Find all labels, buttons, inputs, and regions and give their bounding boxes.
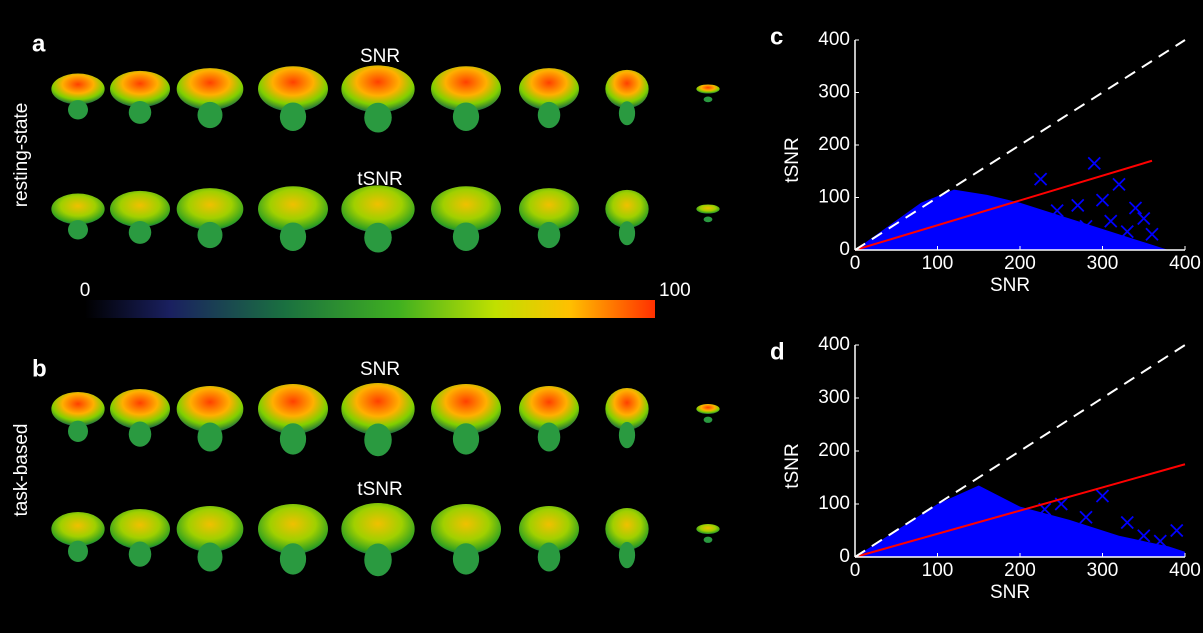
map-title: SNR (360, 46, 400, 67)
brain-stem (129, 101, 152, 124)
brain-slice (51, 194, 104, 225)
brain-stem (364, 103, 392, 133)
brain-stem (704, 537, 713, 543)
brain-stem (453, 423, 479, 454)
y-tick-label: 300 (818, 82, 850, 103)
point-cloud (855, 190, 1169, 250)
row-label: resting-state (11, 103, 32, 208)
panel-label: b (32, 355, 47, 382)
scatter-point (1171, 525, 1183, 537)
brain-stem (704, 216, 713, 222)
map-title: tSNR (357, 479, 402, 500)
brain-stem (704, 96, 713, 102)
brain-slice (51, 74, 104, 105)
x-tick-label: 0 (850, 560, 861, 581)
panel-label: c (770, 23, 783, 50)
brain-stem (619, 101, 635, 125)
y-tick-label: 100 (818, 493, 850, 514)
y-tick-label: 0 (839, 546, 850, 567)
brain-stem (280, 222, 306, 251)
point-cloud (855, 485, 1185, 557)
brain-stem (198, 543, 223, 572)
brain-stem (198, 222, 223, 248)
panel-label: d (770, 338, 785, 365)
brain-stem (198, 102, 223, 128)
brain-slice (696, 204, 719, 213)
brain-stem (538, 102, 561, 128)
brain-stem (619, 221, 635, 245)
scatter-point (1080, 511, 1092, 523)
y-axis-label: tSNR (782, 443, 803, 488)
scatter-point (1113, 178, 1125, 190)
scatter-point (1130, 202, 1142, 214)
scatter-point (1121, 226, 1133, 238)
brain-stem (619, 422, 635, 448)
y-tick-label: 400 (818, 334, 850, 355)
figure: a b resting-state task-based SNR tSNR SN… (0, 0, 1203, 633)
brain-stem (364, 544, 392, 577)
x-axis-label: SNR (990, 275, 1030, 296)
brain-slice (696, 524, 719, 534)
scatter-point (1121, 517, 1133, 529)
row-label: task-based (11, 424, 32, 517)
y-tick-label: 200 (818, 440, 850, 461)
colorbar-tick-label: 0 (80, 280, 91, 301)
brain-stem (280, 423, 306, 454)
map-title: SNR (360, 359, 400, 380)
brain-stem (129, 422, 152, 447)
map-title: tSNR (357, 169, 402, 190)
y-axis-label: tSNR (782, 137, 803, 182)
brain-stem (68, 100, 88, 119)
brain-stem (68, 220, 88, 239)
x-tick-label: 400 (1169, 560, 1201, 581)
brain-stem (364, 223, 392, 253)
x-axis-label: SNR (990, 582, 1030, 603)
scatter-point (1097, 490, 1109, 502)
brain-stem (619, 542, 635, 568)
scatter-point (1072, 199, 1084, 211)
brain-stem (129, 221, 152, 244)
brain-stem (364, 424, 392, 457)
scatter-point (1138, 530, 1150, 542)
scatter-point (1138, 213, 1150, 225)
brain-stem (453, 543, 479, 574)
brain-stem (68, 421, 88, 442)
y-tick-label: 100 (818, 187, 850, 208)
brain-slice (696, 404, 719, 414)
brain-stem (280, 543, 306, 574)
brain-stem (538, 423, 561, 452)
brain-stem (453, 102, 479, 131)
y-tick-label: 0 (839, 239, 850, 260)
brain-stem (704, 417, 713, 423)
scatter-point (1035, 173, 1047, 185)
x-tick-label: 300 (1087, 560, 1119, 581)
x-tick-label: 300 (1087, 253, 1119, 274)
brain-stem (538, 222, 561, 248)
colorbar-tick-label: 100 (659, 280, 691, 301)
panel-label: a (32, 30, 46, 57)
x-tick-label: 100 (922, 253, 954, 274)
brain-slice (696, 84, 719, 93)
brain-stem (538, 543, 561, 572)
scatter-point (1088, 157, 1100, 169)
y-tick-label: 300 (818, 387, 850, 408)
y-tick-label: 400 (818, 29, 850, 50)
brain-stem (68, 541, 88, 562)
x-tick-label: 400 (1169, 253, 1201, 274)
x-tick-label: 0 (850, 253, 861, 274)
y-tick-label: 200 (818, 134, 850, 155)
colorbar (85, 300, 655, 318)
brain-stem (280, 102, 306, 131)
x-tick-label: 100 (922, 560, 954, 581)
scatter-point (1097, 194, 1109, 206)
brain-stem (453, 222, 479, 251)
x-tick-label: 200 (1004, 253, 1036, 274)
x-tick-label: 200 (1004, 560, 1036, 581)
scatter-point (1105, 215, 1117, 227)
scatter-point (1146, 228, 1158, 240)
brain-stem (198, 423, 223, 452)
brain-stem (129, 542, 152, 567)
